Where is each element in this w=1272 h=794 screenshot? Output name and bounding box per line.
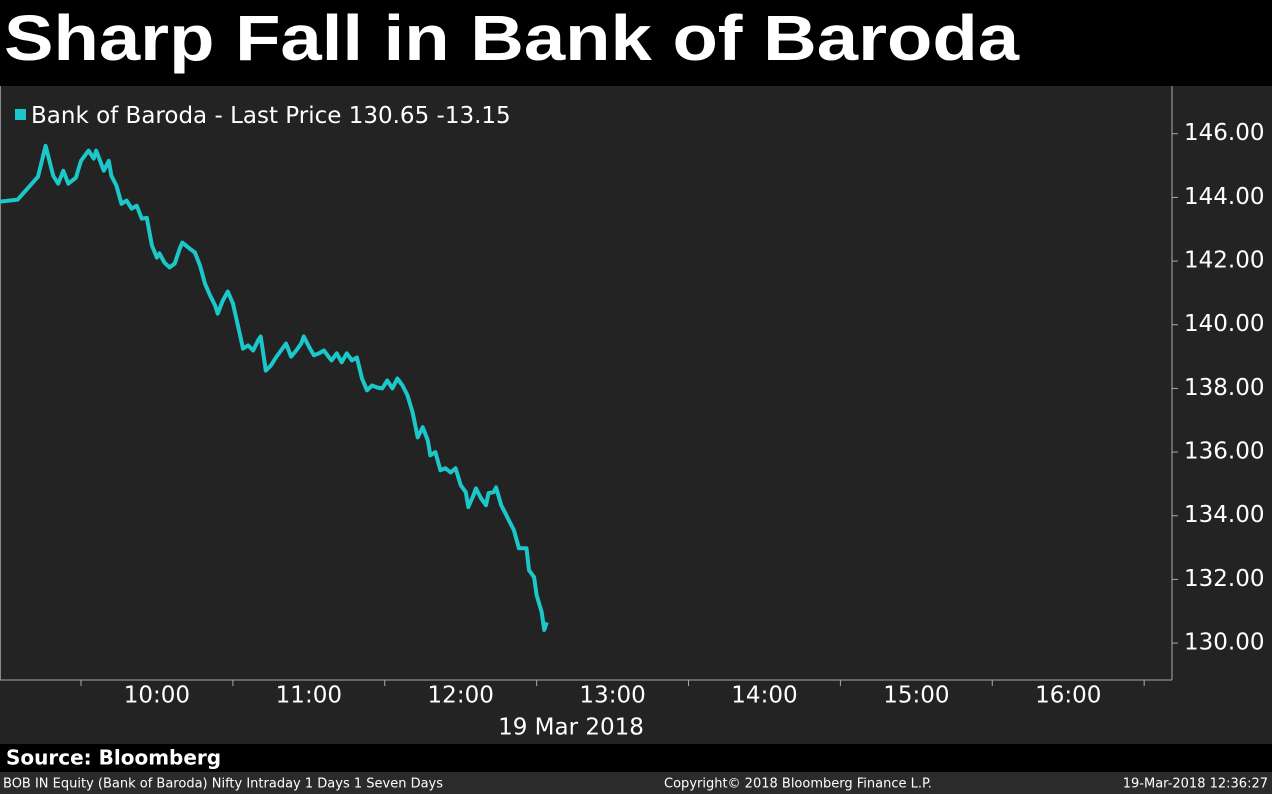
x-tick-label: 12:00 bbox=[428, 683, 494, 709]
x-tick-label: 14:00 bbox=[731, 683, 797, 709]
y-tick-label: 144.00 bbox=[1184, 184, 1264, 210]
y-tick-label: 146.00 bbox=[1184, 120, 1264, 146]
chart-title: Sharp Fall in Bank of Baroda bbox=[4, 2, 1019, 74]
x-tick-label: 10:00 bbox=[124, 683, 190, 709]
legend-label: Bank of Baroda - Last Price 130.65 -13.1… bbox=[31, 103, 511, 129]
x-tick-label: 16:00 bbox=[1035, 683, 1101, 709]
footer-bar bbox=[0, 772, 1272, 794]
y-tick-label: 142.00 bbox=[1184, 248, 1264, 274]
x-tick-label: 15:00 bbox=[883, 683, 949, 709]
plot-background bbox=[0, 86, 1272, 744]
y-tick-label: 136.00 bbox=[1184, 439, 1264, 465]
footer-right: 19-Mar-2018 12:36:27 bbox=[1123, 777, 1268, 792]
footer-left: BOB IN Equity (Bank of Baroda) Nifty Int… bbox=[3, 777, 443, 792]
legend-last-price: 130.65 bbox=[349, 103, 429, 129]
x-axis-label: 19 Mar 2018 bbox=[498, 715, 644, 741]
y-tick-label: 140.00 bbox=[1184, 311, 1264, 337]
source: Source: Bloomberg bbox=[6, 746, 221, 770]
y-tick-label: 132.00 bbox=[1184, 566, 1264, 592]
y-tick-label: 130.00 bbox=[1184, 630, 1264, 656]
legend-change: -13.15 bbox=[437, 103, 511, 129]
x-tick-label: 11:00 bbox=[276, 683, 342, 709]
legend-swatch bbox=[15, 109, 26, 120]
price-line bbox=[0, 143, 549, 632]
y-tick-label: 134.00 bbox=[1184, 502, 1264, 528]
x-tick-label: 13:00 bbox=[579, 683, 645, 709]
y-tick-label: 138.00 bbox=[1184, 375, 1264, 401]
legend-series: Bank of Baroda - Last Price bbox=[31, 103, 341, 129]
footer-center: Copyright© 2018 Bloomberg Finance L.P. bbox=[664, 777, 932, 792]
